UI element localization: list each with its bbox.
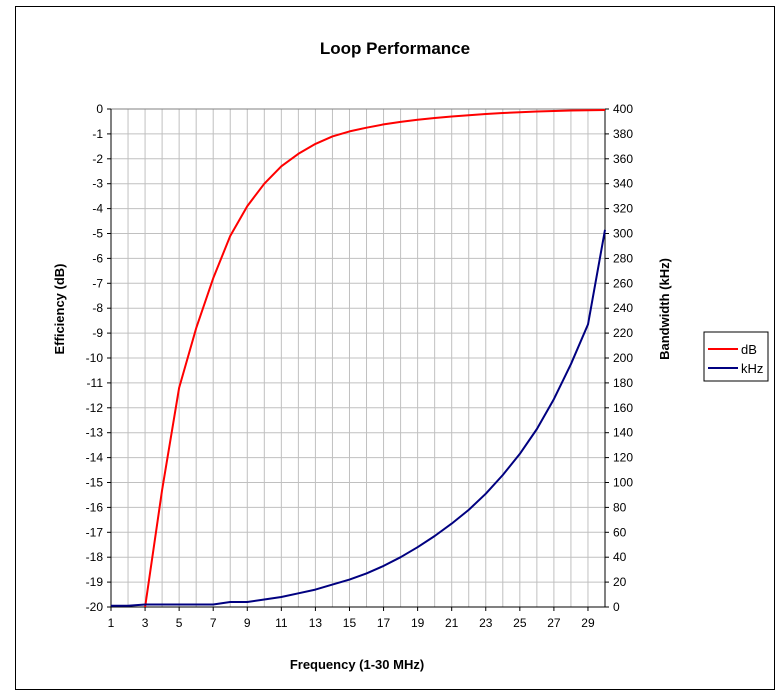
y-left-tick-label: -18 [86, 550, 104, 564]
y-right-tick-label: 80 [613, 500, 627, 514]
y-left-tick-label: -9 [92, 326, 103, 340]
y-left-tick-label: -20 [86, 600, 104, 614]
y-left-tick-label: -13 [86, 426, 104, 440]
y-left-tick-label: -3 [92, 177, 103, 191]
y-left-tick-label: -5 [92, 227, 103, 241]
y-right-tick-label: 140 [613, 426, 633, 440]
x-tick-label: 21 [445, 616, 459, 630]
chart-title: Loop Performance [320, 39, 470, 58]
x-tick-label: 13 [309, 616, 323, 630]
y-left-tick-label: -19 [86, 575, 104, 589]
y-right-tick-label: 260 [613, 276, 633, 290]
x-tick-label: 29 [581, 616, 595, 630]
y-axis-right-title: Bandwidth (kHz) [657, 258, 672, 360]
x-tick-label: 15 [343, 616, 357, 630]
y-right-tick-label: 240 [613, 301, 633, 315]
y-axis-left-title: Efficiency (dB) [52, 263, 67, 354]
y-right-tick-label: 180 [613, 376, 633, 390]
y-right-tick-label: 340 [613, 177, 633, 191]
legend: dB kHz [703, 331, 769, 382]
y-left-tick-label: -8 [92, 301, 103, 315]
x-tick-label: 7 [210, 616, 217, 630]
y-left-tick-label: -12 [86, 401, 104, 415]
y-right-tick-label: 40 [613, 550, 627, 564]
legend-box [703, 331, 769, 382]
legend-label-khz: kHz [741, 361, 763, 376]
x-tick-label: 17 [377, 616, 391, 630]
legend-label-db: dB [741, 342, 757, 357]
x-tick-label: 3 [142, 616, 149, 630]
series-layer [111, 109, 606, 608]
y-right-tick-label: 0 [613, 600, 620, 614]
x-tick-label: 25 [513, 616, 527, 630]
x-tick-label: 9 [244, 616, 251, 630]
x-tick-label: 11 [275, 616, 288, 630]
y-left-tick-label: -7 [92, 276, 103, 290]
y-left-tick-label: -16 [86, 500, 104, 514]
y-right-tick-label: 320 [613, 202, 633, 216]
chart-svg: 0 -1 -2 -3 -4 -5 -6 -7 -8 -9 -10 -11 -12 -13 -14 -15 -16… [52, 39, 769, 672]
y-right-tick-label: 380 [613, 127, 633, 141]
x-tick-label: 1 [108, 616, 115, 630]
x-axis-title: Frequency (1-30 MHz) [290, 657, 424, 672]
y-right-tick-label: 300 [613, 227, 633, 241]
grid [110, 108, 606, 608]
y-left-tick-label: -4 [92, 202, 103, 216]
y-right-tick-label: 280 [613, 251, 633, 265]
y-right-tick-label: 360 [613, 152, 633, 166]
y-left-tick-label: -14 [86, 451, 104, 465]
x-tick-label: 27 [547, 616, 561, 630]
y-left-tick-label: -6 [92, 251, 103, 265]
chart-frame: 0 -1 -2 -3 -4 -5 -6 -7 -8 -9 -10 -11 -12 -13 -14 -15 -16… [15, 6, 775, 690]
y-right-tick-label: 400 [613, 102, 633, 116]
x-tick-label: 23 [479, 616, 493, 630]
x-tick-label: 19 [411, 616, 425, 630]
y-left-tick-label: 0 [96, 102, 103, 116]
x-tick-label: 5 [176, 616, 183, 630]
y-left-tick-label: -15 [86, 476, 104, 490]
y-left-tick-label: -2 [92, 152, 103, 166]
series-line-db [144, 109, 606, 608]
y-left-tick-label: -17 [86, 525, 104, 539]
y-left-tick-label: -10 [86, 351, 104, 365]
y-right-tick-label: 60 [613, 525, 627, 539]
y-right-tick-label: 220 [613, 326, 633, 340]
y-right-tick-label: 20 [613, 575, 627, 589]
y-right-tick-label: 200 [613, 351, 633, 365]
y-left-tick-label: -11 [87, 376, 104, 390]
y-right-tick-label: 100 [613, 476, 633, 490]
series-line-khz [111, 229, 606, 607]
y-right-tick-label: 160 [613, 401, 633, 415]
axes: 0 -1 -2 -3 -4 -5 -6 -7 -8 -9 -10 -11 -12 -13 -14 -15 -16… [86, 102, 634, 630]
y-left-tick-label: -1 [92, 127, 103, 141]
labels-layer: Loop Performance Frequency (1-30 MHz) Ef… [52, 39, 672, 672]
y-right-tick-label: 120 [613, 451, 633, 465]
